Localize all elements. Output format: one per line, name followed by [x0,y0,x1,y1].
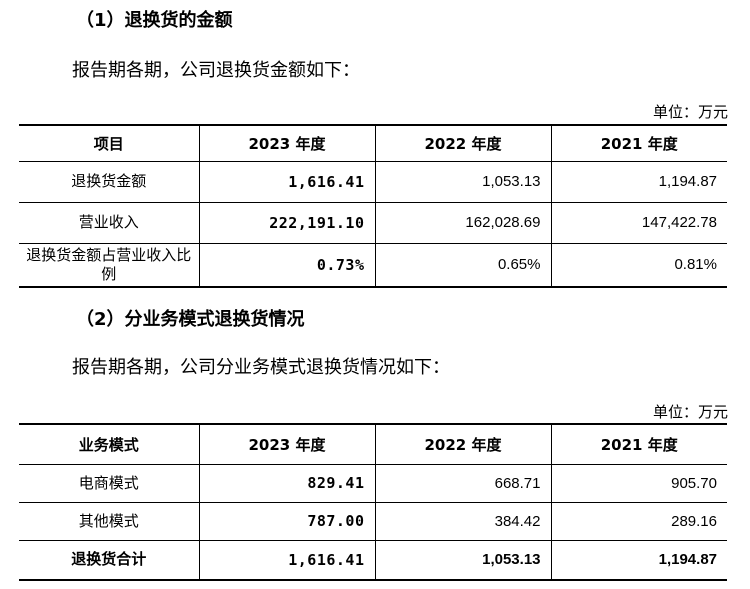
cell-2021: 1,194.87 [550,539,727,581]
header-2022: 2022 年度 [374,423,552,465]
cell-2022: 162,028.69 [374,201,552,244]
cell-2023: 222,191.10 [198,201,376,244]
cell-2021: 147,422.78 [550,201,727,244]
table-row: 电商模式 829.41 668.71 905.70 [19,463,727,503]
header-2022: 2022 年度 [374,124,552,162]
business-mode-returns-table: 业务模式 2023 年度 2022 年度 2021 年度 电商模式 829.41… [19,423,727,581]
header-2023: 2023 年度 [198,124,376,162]
row-label: 营业收入 [19,201,200,244]
cell-2022: 0.65% [374,242,552,288]
header-business-mode: 业务模式 [19,423,200,465]
cell-2022: 384.42 [374,501,552,541]
table-header-row: 项目 2023 年度 2022 年度 2021 年度 [19,124,727,162]
section1-intro: 报告期各期，公司退换货金额如下： [72,60,360,81]
cell-2021: 905.70 [550,463,727,503]
returns-amount-table: 项目 2023 年度 2022 年度 2021 年度 退换货金额 1,616.4… [19,124,727,288]
section2-unit: 单位：万元 [652,403,728,421]
table-total-row: 退换货合计 1,616.41 1,053.13 1,194.87 [19,539,727,581]
section1-unit: 单位：万元 [652,103,728,121]
cell-2022: 668.71 [374,463,552,503]
cell-2023: 0.73% [198,242,376,288]
header-item: 项目 [19,124,200,162]
table-row: 营业收入 222,191.10 162,028.69 147,422.78 [19,201,727,244]
row-label: 退换货金额占营业收入比例 [19,242,200,288]
section1-heading: （1）退换货的金额 [76,10,233,31]
header-2021: 2021 年度 [550,423,727,465]
cell-2023: 787.00 [198,501,376,541]
cell-2023: 1,616.41 [198,160,376,203]
table-row: 退换货金额 1,616.41 1,053.13 1,194.87 [19,160,727,203]
table-header-row: 业务模式 2023 年度 2022 年度 2021 年度 [19,423,727,465]
row-label: 电商模式 [19,463,200,503]
cell-2023: 1,616.41 [198,539,376,581]
header-2023: 2023 年度 [198,423,376,465]
header-2021: 2021 年度 [550,124,727,162]
cell-2021: 0.81% [550,242,727,288]
cell-2021: 1,194.87 [550,160,727,203]
section2-heading: （2）分业务模式退换货情况 [76,309,305,330]
total-label: 退换货合计 [19,539,200,581]
table-row: 其他模式 787.00 384.42 289.16 [19,501,727,541]
section2-intro: 报告期各期，公司分业务模式退换货情况如下： [72,357,450,378]
table-row: 退换货金额占营业收入比例 0.73% 0.65% 0.81% [19,242,727,288]
cell-2022: 1,053.13 [374,160,552,203]
cell-2023: 829.41 [198,463,376,503]
cell-2022: 1,053.13 [374,539,552,581]
row-label: 退换货金额 [19,160,200,203]
row-label: 其他模式 [19,501,200,541]
cell-2021: 289.16 [550,501,727,541]
